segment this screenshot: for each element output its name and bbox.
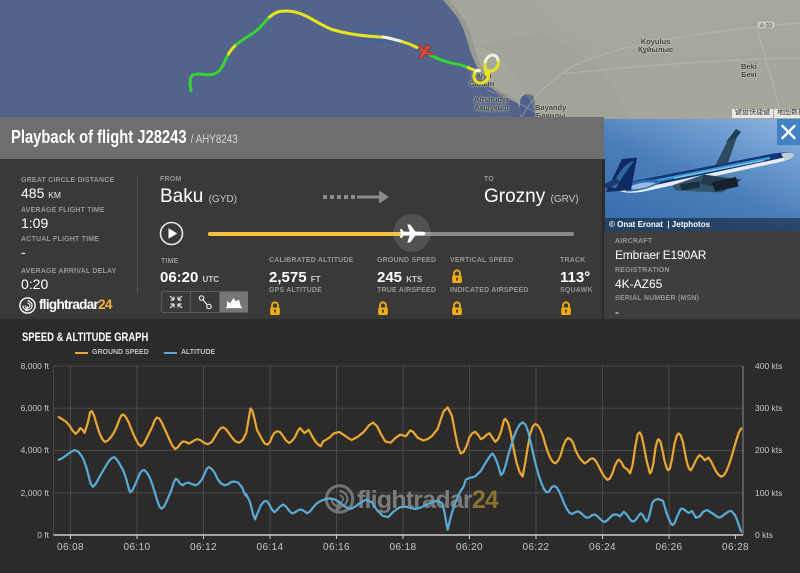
svg-text:A-33: A-33 <box>760 24 773 30</box>
svg-text:flightradar24: flightradar24 <box>357 486 499 514</box>
